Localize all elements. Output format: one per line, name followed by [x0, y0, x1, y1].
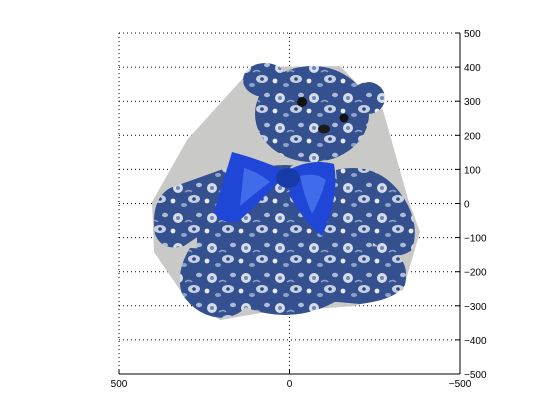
y-tick-label: 500	[464, 29, 481, 40]
y-tick-label: −400	[464, 336, 487, 347]
y-tick-label: 0	[464, 200, 470, 211]
bow-ribbon	[214, 152, 336, 236]
bear-nose	[318, 124, 330, 134]
x-axis-ticks: 500 0 −500	[111, 369, 472, 390]
y-tick-label: 200	[464, 131, 481, 142]
y-tick-label: 300	[464, 97, 481, 108]
x-tick-label: 0	[287, 379, 293, 390]
teddy-bear	[154, 63, 415, 318]
x-tick-label: 500	[111, 379, 128, 390]
y-axis-ticks: 500 400 300 200 100 0 −100 −200 −300 −400 −500	[455, 29, 487, 381]
bear-photo	[152, 63, 420, 320]
bear-right-eye	[339, 113, 349, 123]
y-tick-label: −300	[464, 302, 487, 313]
bear-left-eye	[297, 97, 307, 107]
bear-face	[297, 97, 349, 134]
bear-left-arm	[154, 168, 238, 248]
bear-left-leg	[179, 248, 253, 318]
y-tick-label: 100	[464, 165, 481, 176]
y-tick-label: −500	[464, 370, 487, 381]
y-tick-label: −100	[464, 234, 487, 245]
bear-right-leg	[315, 246, 407, 304]
y-tick-label: −200	[464, 268, 487, 279]
bear-right-arm	[336, 168, 415, 256]
y-tick-label: 400	[464, 63, 481, 74]
bear-head	[255, 66, 369, 162]
x-tick-label: −500	[449, 379, 472, 390]
